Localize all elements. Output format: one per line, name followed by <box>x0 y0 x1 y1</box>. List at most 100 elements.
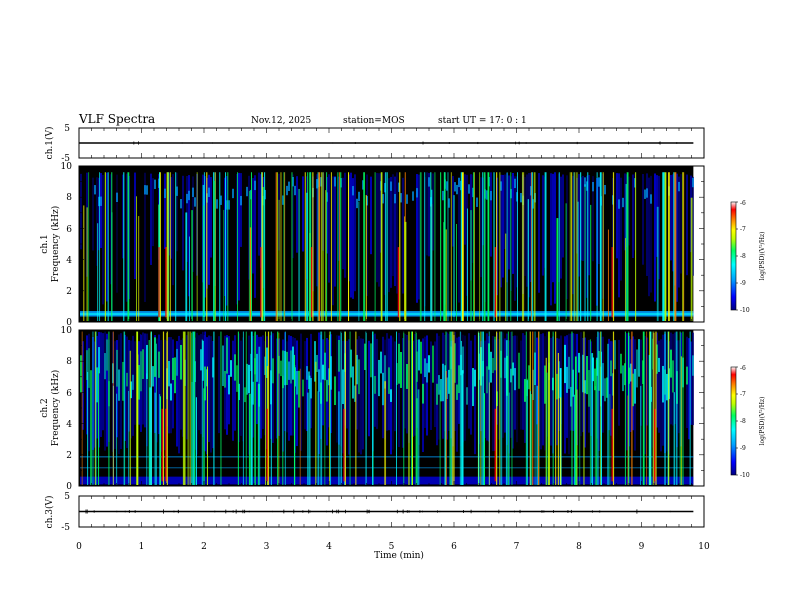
sferic-streak <box>574 356 577 485</box>
spectrogram-blob <box>406 364 408 389</box>
sferic-streak <box>308 172 310 321</box>
sferic-streak <box>194 331 196 485</box>
sferic-streak <box>94 331 96 485</box>
spectrogram-bg-column <box>276 338 278 439</box>
spectrogram-blob <box>180 344 182 380</box>
spectrogram-bg-column <box>602 336 604 433</box>
spectrogram-blob <box>632 373 634 407</box>
sferic-streak <box>607 343 609 485</box>
sferic-streak <box>445 229 447 321</box>
spectrogram-bg-column <box>392 337 394 450</box>
xtick-label-5: 5 <box>389 542 395 552</box>
spectrogram-blob <box>490 190 492 201</box>
spectrogram-blob <box>362 180 364 190</box>
spectrogram-bg-column <box>120 333 122 450</box>
sferic-streak <box>595 359 597 485</box>
sferic-streak <box>673 172 675 321</box>
spectrogram-blob <box>448 369 450 394</box>
sferic-streak <box>460 172 463 321</box>
spectrogram-bg-column <box>514 176 516 301</box>
spectrogram-blob <box>656 344 658 374</box>
spectrogram-bg-column <box>512 336 514 449</box>
ch2-cbar-tick-8: -8 <box>740 418 746 425</box>
sferic-streak <box>324 331 326 485</box>
sferic-streak <box>150 331 152 485</box>
spectrogram-bg-column <box>690 341 692 425</box>
sferic-streak <box>310 172 312 321</box>
spectrogram-bg-column <box>392 174 394 277</box>
spectrogram-bg-column <box>578 174 580 277</box>
spectrogram-blob <box>366 196 368 206</box>
sferic-streak <box>443 172 446 321</box>
spectrogram-bg-column <box>458 178 460 303</box>
spectrogram-blob <box>406 194 408 204</box>
strong-sferic <box>496 172 498 321</box>
spectrogram-bg-column <box>260 174 262 268</box>
sferic-streak <box>270 331 272 485</box>
spectrogram-blob <box>358 359 360 395</box>
spectrogram-bg-column <box>366 174 368 296</box>
spectrogram-blob <box>280 360 282 377</box>
sferic-streak <box>348 172 350 321</box>
spectrogram-bg-column <box>240 340 242 436</box>
sferic-streak <box>516 172 518 321</box>
spectrogram-bg-column <box>472 174 474 263</box>
sferic-streak <box>299 368 301 485</box>
sferic-streak <box>545 372 548 485</box>
spectrogram-blob <box>522 195 524 205</box>
sferic-streak <box>291 172 293 321</box>
sferic-streak <box>536 385 538 485</box>
sferic-streak <box>206 172 208 321</box>
spectrogram-bg-column <box>88 333 90 452</box>
spectrogram-bg-column <box>196 332 198 455</box>
spectrogram-blob <box>432 345 434 383</box>
strong-sferic <box>166 172 168 321</box>
spectrogram-bg-column <box>164 339 166 451</box>
spectrogram-bg-column <box>322 339 324 426</box>
date-label: Nov.12, 2025 <box>251 116 312 126</box>
spectrogram-blob <box>400 351 402 388</box>
sferic-streak <box>339 172 341 321</box>
spectrogram-blob <box>428 177 430 187</box>
sferic-streak <box>574 172 576 321</box>
sferic-streak <box>188 236 190 321</box>
spectrogram-blob <box>486 190 488 200</box>
spectrogram-blob <box>692 355 694 376</box>
spectrogram-bg-column <box>566 175 568 300</box>
spectrogram-bg-column <box>116 174 118 293</box>
spectrogram-blob <box>598 350 600 391</box>
spectrogram-blob <box>248 364 250 394</box>
spectrogram-blob <box>146 344 148 380</box>
sferic-streak <box>225 172 227 321</box>
spectrogram-bg-column <box>158 334 160 435</box>
ch3-waveform-spikes <box>85 509 671 514</box>
sferic-streak <box>385 172 387 321</box>
spectrogram-blob <box>514 178 516 189</box>
spectrogram-bg-column <box>446 332 448 440</box>
spectrogram-bg-column <box>418 174 420 300</box>
ch2-cbar-tick-7: -7 <box>740 391 746 398</box>
spectrogram-bg-column <box>596 336 598 439</box>
spectrogram-blob <box>462 346 464 374</box>
ch1-waveform-spikes <box>133 141 678 145</box>
spectrogram-blob <box>226 200 228 210</box>
spectrogram-bg-column <box>172 339 174 429</box>
spectrogram-blob <box>556 373 558 400</box>
spectrogram-frame-overlay <box>78 329 705 487</box>
sferic-streak <box>473 172 475 321</box>
sferic-streak <box>363 172 365 321</box>
sferic-streak <box>505 233 507 321</box>
sferic-streak <box>282 375 284 485</box>
spectrogram-blob <box>168 360 170 387</box>
strong-sferic <box>655 331 657 485</box>
ch3-waveform-ylabel: ch.3(V) <box>44 496 55 529</box>
sferic-streak <box>227 172 229 321</box>
xtick-label-10: 10 <box>698 542 710 552</box>
spectrogram-blob <box>678 181 680 192</box>
ch2-ytick-0: 0 <box>66 482 72 492</box>
sferic-streak <box>250 172 252 321</box>
spectrogram-bg-column <box>402 338 404 448</box>
spectrogram-bg-column <box>104 331 106 451</box>
sferic-streak <box>168 172 170 321</box>
spectrogram-bg-column <box>254 175 256 298</box>
